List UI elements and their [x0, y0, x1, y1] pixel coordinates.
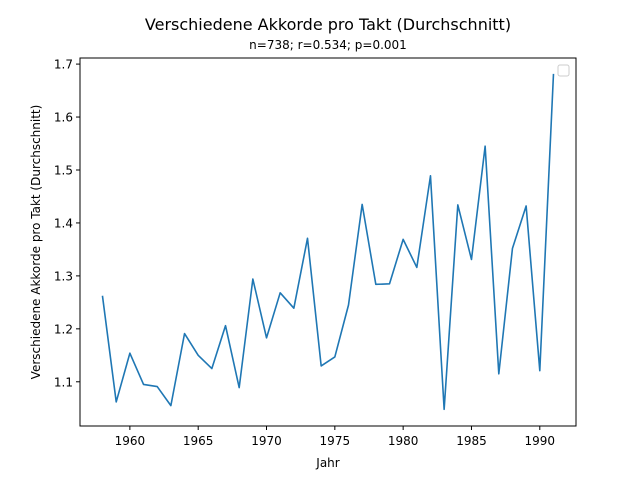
y-tick-label: 1.3 [54, 269, 73, 283]
y-tick-label: 1.5 [54, 163, 73, 177]
y-axis: 1.1 1.2 1.3 1.4 1.5 1.6 1.7 [54, 58, 80, 389]
x-tick-label: 1970 [251, 434, 282, 448]
x-axis-label: Jahr [315, 456, 339, 470]
y-axis-label: Verschiedene Akkorde pro Takt (Durchschn… [29, 105, 43, 380]
y-tick-label: 1.7 [54, 58, 73, 72]
plot-area-frame [79, 57, 577, 427]
y-tick-label: 1.1 [54, 375, 73, 389]
chart-title: Verschiedene Akkorde pro Takt (Durchschn… [145, 15, 511, 34]
x-tick-label: 1965 [183, 434, 214, 448]
chart-subtitle: n=738; r=0.534; p=0.001 [249, 38, 407, 52]
x-tick-label: 1980 [388, 434, 419, 448]
x-axis: 1960 1965 1970 1975 1980 1985 1990 [115, 426, 555, 448]
y-tick-label: 1.2 [54, 322, 73, 336]
y-tick-label: 1.4 [54, 216, 73, 230]
series-line [101, 73, 555, 411]
x-tick-label: 1990 [525, 434, 556, 448]
y-tick-label: 1.6 [54, 111, 73, 125]
x-tick-label: 1960 [115, 434, 146, 448]
series-layer [101, 73, 555, 411]
x-tick-label: 1985 [456, 434, 487, 448]
legend-box [557, 64, 570, 77]
x-tick-label: 1975 [320, 434, 351, 448]
